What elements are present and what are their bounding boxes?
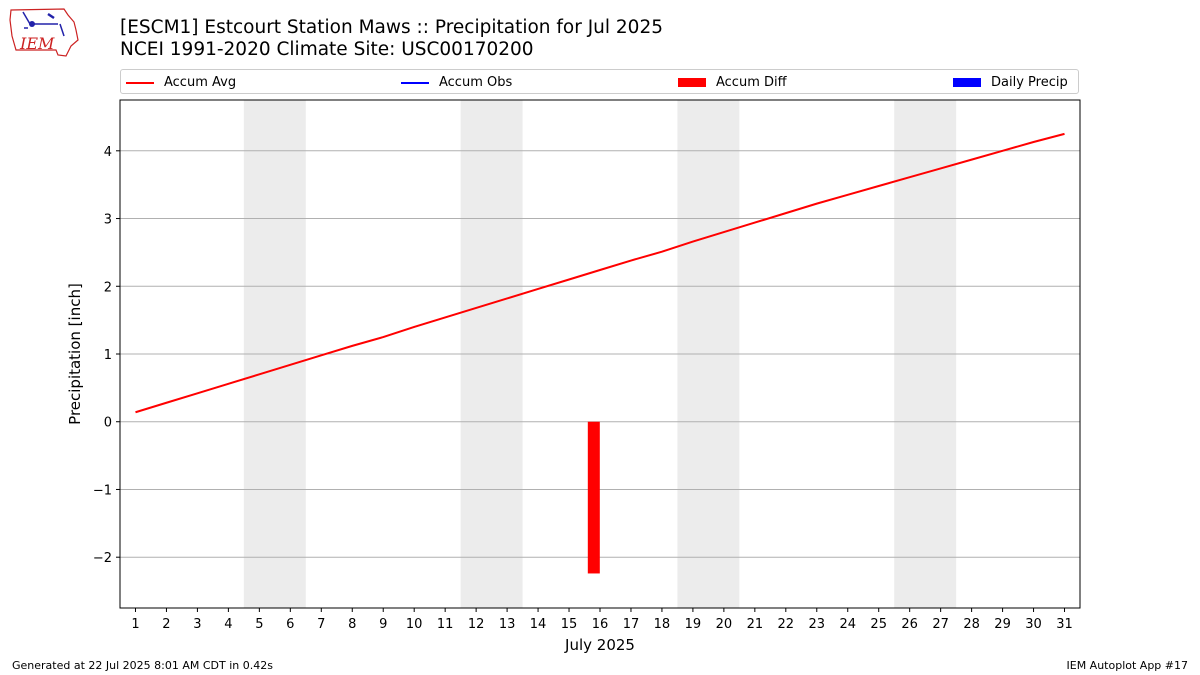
iem-logo: IEM [8, 6, 80, 60]
x-tick-label: 15 [561, 617, 578, 632]
x-tick-label: 17 [623, 617, 640, 632]
x-tick-label: 3 [193, 617, 201, 632]
x-tick-label: 21 [747, 617, 764, 632]
x-tick-label: 10 [406, 617, 423, 632]
accum-avg-line [135, 132, 1065, 414]
app-note: IEM Autoplot App #17 [1066, 659, 1189, 672]
x-tick-label: 25 [870, 617, 887, 632]
legend-item-daily-precip: Daily Precip [953, 70, 1068, 95]
x-tick-label: 16 [592, 617, 609, 632]
x-tick-label: 14 [530, 617, 547, 632]
legend-label: Daily Precip [991, 75, 1068, 90]
legend-swatch [953, 78, 981, 87]
x-tick-label: 12 [468, 617, 485, 632]
x-tick-label: 23 [809, 617, 826, 632]
legend: Accum Avg Accum Obs Accum Diff Daily Pre… [120, 69, 1079, 94]
x-tick-label: 2 [162, 617, 170, 632]
x-tick-label: 6 [286, 617, 294, 632]
logo-text: IEM [19, 34, 55, 53]
legend-label: Accum Avg [164, 75, 237, 90]
y-axis-label: Precipitation [inch] [66, 283, 84, 425]
x-tick-label: 26 [901, 617, 918, 632]
x-tick-label: 31 [1056, 617, 1073, 632]
x-tick-label: 8 [348, 617, 356, 632]
generated-note: Generated at 22 Jul 2025 8:01 AM CDT in … [12, 659, 273, 672]
x-tick-label: 22 [778, 617, 795, 632]
legend-swatch [126, 81, 154, 84]
y-tick-label: −1 [93, 483, 112, 498]
x-tick-label: 5 [255, 617, 263, 632]
x-tick-label: 11 [437, 617, 454, 632]
legend-item-accum-avg: Accum Avg [126, 70, 236, 95]
chart-title: [ESCM1] Estcourt Station Maws :: Precipi… [120, 17, 663, 61]
x-tick-label: 13 [499, 617, 516, 632]
legend-swatch [401, 81, 429, 84]
x-tick-label: 9 [379, 617, 387, 632]
legend-label: Accum Diff [716, 75, 787, 90]
x-tick-label: 18 [654, 617, 671, 632]
x-tick-label: 30 [1025, 617, 1042, 632]
accum-diff-bar [587, 421, 600, 574]
y-tick-label: 2 [104, 280, 112, 295]
x-tick-label: 1 [131, 617, 139, 632]
legend-swatch [678, 78, 706, 87]
y-tick-label: 0 [104, 416, 112, 431]
x-tick-label: 7 [317, 617, 325, 632]
x-tick-label: 29 [994, 617, 1011, 632]
y-tick-label: 3 [104, 213, 112, 228]
x-tick-label: 4 [224, 617, 232, 632]
legend-item-accum-diff: Accum Diff [678, 70, 787, 95]
legend-item-accum-obs: Accum Obs [401, 70, 512, 95]
y-tick-label: 4 [104, 145, 112, 160]
x-tick-label: 19 [685, 617, 702, 632]
title-line-1: [ESCM1] Estcourt Station Maws :: Precipi… [120, 17, 663, 38]
x-tick-label: 20 [716, 617, 733, 632]
y-tick-label: −2 [93, 551, 112, 566]
title-line-2: NCEI 1991-2020 Climate Site: USC00170200 [120, 39, 534, 60]
legend-label: Accum Obs [439, 75, 513, 90]
x-tick-label: 24 [839, 617, 856, 632]
x-tick-label: 27 [932, 617, 949, 632]
x-axis-label: July 2025 [564, 636, 635, 654]
y-tick-label: 1 [104, 348, 112, 363]
x-tick-label: 28 [963, 617, 980, 632]
